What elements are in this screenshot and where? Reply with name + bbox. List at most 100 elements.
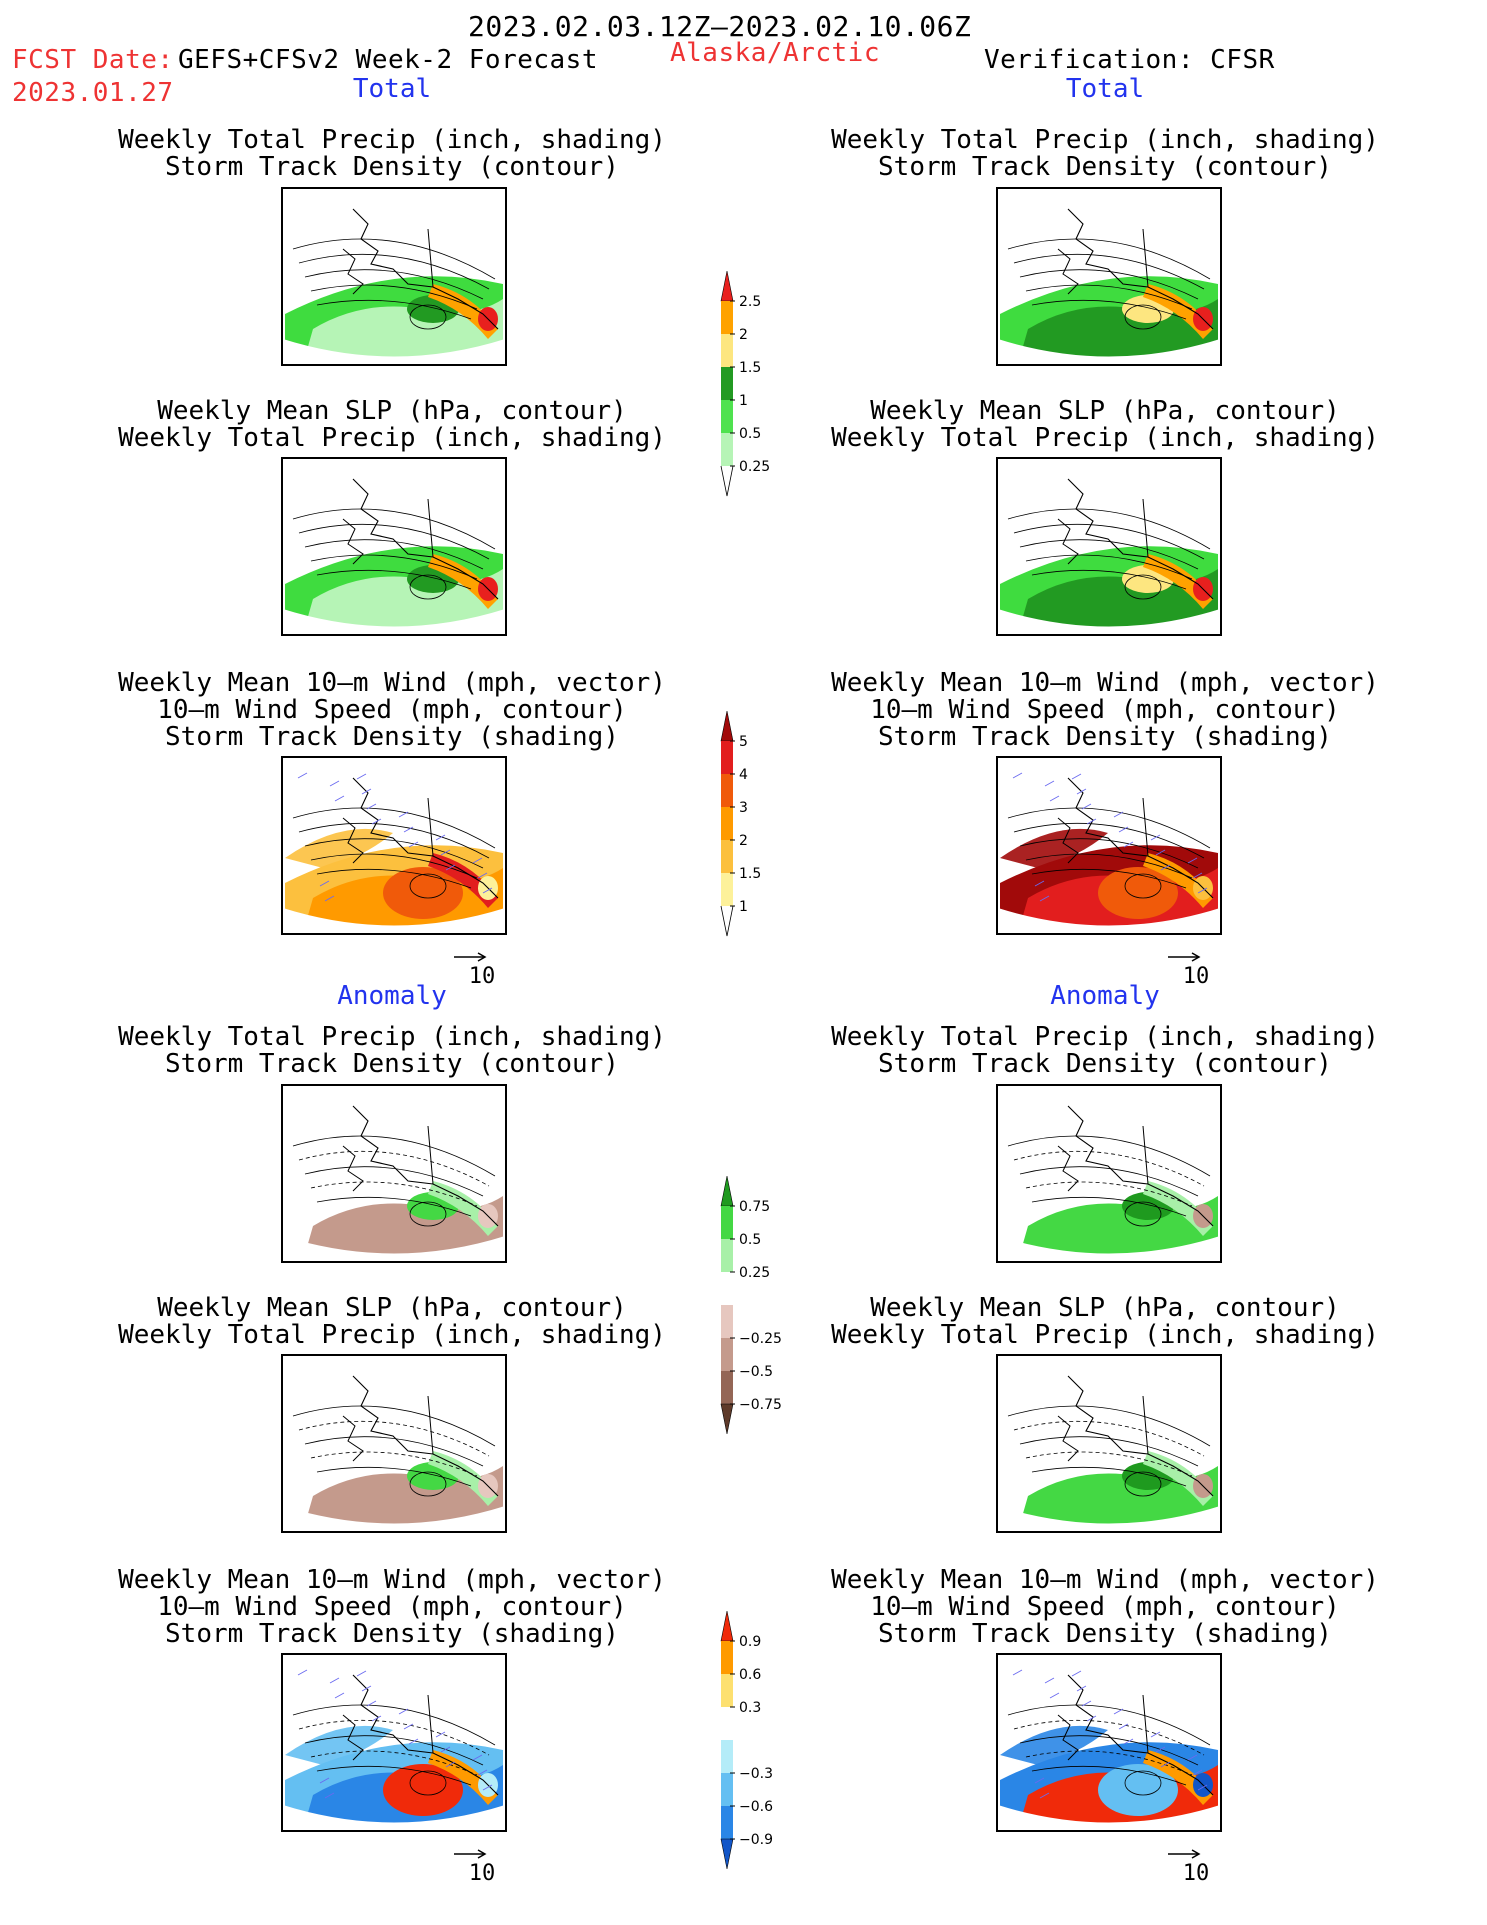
colorbar-label: 2.5 xyxy=(739,294,761,310)
wind-vector xyxy=(1187,857,1198,864)
wind-vector xyxy=(1071,1670,1082,1677)
contour-line xyxy=(1031,569,1187,590)
wind-vector xyxy=(398,811,409,818)
wind-vector xyxy=(371,1715,382,1722)
map-mask xyxy=(283,1236,505,1261)
map-mask xyxy=(283,459,505,529)
contour-line xyxy=(1013,1420,1205,1457)
wind-vector xyxy=(319,1777,330,1784)
caption-right-2: Weekly Mean SLP (hPa, contour) Weekly Tot… xyxy=(831,396,1379,453)
map-mask xyxy=(283,339,505,364)
caption-right-1: Weekly Total Precip (inch, shading) Storm… xyxy=(831,125,1379,182)
wind-vector xyxy=(1192,872,1203,879)
contour-line xyxy=(1007,807,1211,849)
contour-line xyxy=(304,1436,484,1467)
wind-vector xyxy=(1076,788,1087,795)
map-mask xyxy=(283,609,505,634)
colorbar-segment xyxy=(721,1272,733,1305)
colorbar-segment xyxy=(721,840,733,873)
colorbar-segment xyxy=(721,334,733,367)
colorbar-label: −0.9 xyxy=(739,1832,773,1848)
contour-line xyxy=(1025,1181,1193,1207)
contour-line xyxy=(1007,1704,1211,1746)
map-total-slp-verification xyxy=(996,457,1222,636)
vector-ref-left-anom: 10 xyxy=(452,1847,512,1886)
colorbar-label: 1.5 xyxy=(739,360,761,376)
colorbar-precip-anom: 0.75 0.5 0.25 −0.25 −0.5 −0.75 xyxy=(720,1175,782,1435)
contour-line xyxy=(1031,299,1187,320)
colorbar-segment xyxy=(721,1338,733,1371)
map-mask xyxy=(283,1086,505,1156)
colorbar-segment xyxy=(721,741,733,774)
colorbar-segment xyxy=(721,807,733,840)
wind-vector xyxy=(1039,1792,1050,1799)
map-anom-precip-verification xyxy=(996,1084,1222,1263)
contour-line xyxy=(304,1166,484,1197)
wind-vector xyxy=(329,1677,340,1684)
contour-line xyxy=(310,1750,478,1776)
map-total-precip-verification xyxy=(996,187,1222,366)
fcst-date: 2023.01.27 xyxy=(12,78,174,108)
vector-ref-value: 10 xyxy=(468,1861,496,1886)
wind-vector xyxy=(297,1669,308,1676)
contour-line xyxy=(1007,1405,1211,1447)
caption-right-5: Weekly Mean SLP (hPa, contour) Weekly Tot… xyxy=(831,1293,1379,1350)
coastline xyxy=(1067,1375,1214,1497)
colorbar-segment xyxy=(721,367,733,400)
coastline xyxy=(342,1145,364,1192)
colorbar-segment xyxy=(721,1371,733,1404)
coastline xyxy=(1067,478,1214,600)
wind-vector xyxy=(356,773,367,780)
colorbar-segment xyxy=(720,905,734,937)
wind-vector xyxy=(1197,1784,1208,1791)
contour-line xyxy=(1007,1135,1211,1177)
border-line xyxy=(1142,1125,1149,1185)
contour-line xyxy=(298,822,490,859)
map-shading xyxy=(383,867,463,919)
wind-vector xyxy=(1086,1715,1097,1722)
contour-line xyxy=(1007,508,1211,550)
map-total-slp-forecast xyxy=(281,457,507,636)
contour-line xyxy=(1025,554,1193,580)
wind-vector xyxy=(1049,1692,1060,1699)
colorbar-label: 0.25 xyxy=(739,1265,770,1281)
contour-line xyxy=(292,238,496,280)
colorbar-label: −0.25 xyxy=(739,1331,782,1347)
fcst-model: GEFS+CFSv2 Week-2 Forecast xyxy=(178,45,598,75)
caption-left-6: Weekly Mean 10—m Wind (mph, vector) 10—m … xyxy=(118,1565,666,1649)
colorbar-segment xyxy=(721,1773,733,1806)
border-line xyxy=(1142,1395,1149,1455)
region-label: Alaska/Arctic xyxy=(670,38,880,68)
colorbar-segment xyxy=(721,1806,733,1839)
map-mask xyxy=(283,1805,505,1830)
map-mask xyxy=(998,339,1220,364)
colorbar-precip-total: 2.5 2 1.5 1 0.5 0.25 xyxy=(720,270,770,497)
coastline xyxy=(1057,1714,1079,1761)
coastline xyxy=(1057,518,1079,565)
contour-line xyxy=(298,1150,490,1187)
contour-line xyxy=(1013,1719,1205,1756)
contour-line xyxy=(292,1405,496,1447)
contour-line xyxy=(1025,284,1193,310)
colorbar-label: 0.5 xyxy=(739,426,761,442)
colorbar-segment xyxy=(721,1707,733,1740)
fcst-date-label: FCST Date: xyxy=(12,45,174,75)
coastline xyxy=(342,518,364,565)
colorbar-segment xyxy=(720,1403,734,1435)
wind-vector xyxy=(1118,1723,1129,1730)
vector-ref-right-anom: 10 xyxy=(1166,1847,1226,1886)
coastline xyxy=(1067,1105,1214,1227)
wind-vector xyxy=(297,772,308,779)
wind-vector xyxy=(1081,803,1092,810)
contour-line xyxy=(1031,1466,1187,1487)
contour-line xyxy=(310,1181,478,1207)
contour-line xyxy=(1019,1735,1199,1766)
colorbar-segment xyxy=(721,1740,733,1773)
colorbar-segment xyxy=(721,1641,733,1674)
contour-line xyxy=(1019,1436,1199,1467)
arrow-right-icon xyxy=(1168,952,1201,962)
coastline xyxy=(342,1415,364,1462)
wind-vector xyxy=(445,1761,456,1768)
section-anomaly-left: Anomaly xyxy=(337,981,447,1011)
wind-vector xyxy=(1187,1754,1198,1761)
